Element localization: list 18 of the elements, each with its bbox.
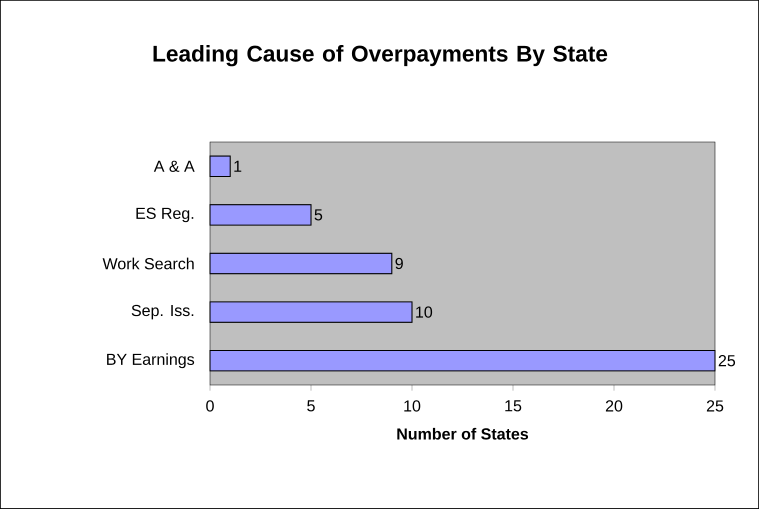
- x-tick-label: 10: [404, 400, 420, 412]
- y-tick-label: A & A: [154, 160, 195, 172]
- y-tick-label: BY Earnings: [107, 353, 194, 368]
- y-tick-label: ES Reg.: [136, 208, 194, 222]
- data-label: 9: [395, 258, 403, 270]
- data-label: 10: [416, 306, 432, 318]
- data-label: 1: [234, 160, 242, 172]
- data-label: 5: [314, 209, 322, 220]
- x-tick-label: 5: [307, 400, 315, 412]
- chart-title: Leading Cause of Overpayments By State: [154, 45, 608, 66]
- data-label: 25: [718, 355, 736, 366]
- x-axis-title: Number of States: [397, 428, 528, 440]
- x-tick-label: 0: [206, 400, 214, 412]
- y-tick-label: Work Search: [102, 258, 194, 270]
- y-tick-label: Sep. Iss.: [132, 304, 194, 320]
- x-tick-label: 25: [706, 400, 724, 412]
- x-tick-label: 15: [505, 400, 522, 412]
- x-tick-label: 20: [606, 400, 622, 412]
